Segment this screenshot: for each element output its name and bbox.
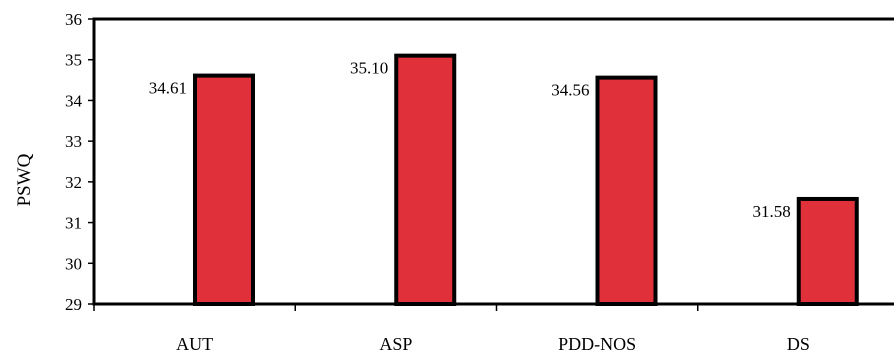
x-category-label: ASP [379,334,412,354]
bar [394,53,457,307]
data-label: 31.58 [753,202,791,221]
bars: 34.61 35.10 34.56 31.58 [149,53,859,307]
x-category-label: PDD-NOS [558,334,636,354]
y-axis-ticks: 29 30 31 32 33 34 35 36 [65,10,94,314]
x-category-label: AUT [176,334,213,354]
y-tick-label: 35 [65,51,82,70]
bar [193,73,255,307]
y-tick-label: 29 [65,295,82,314]
data-label: 34.61 [149,79,187,98]
plot-frame [92,17,894,306]
y-tick-label: 32 [65,173,82,192]
x-category-label: DS [787,334,810,354]
x-axis-ticks: AUT ASP PDD-NOS DS [93,304,810,354]
y-tick-label: 31 [65,214,82,233]
y-tick-label: 36 [65,10,82,29]
y-tick-label: 34 [65,91,83,110]
y-tick-label: 30 [65,254,82,273]
data-label: 34.56 [551,81,589,100]
y-axis-title: PSWQ [14,153,35,206]
bar [595,75,658,306]
bar [796,196,859,306]
data-label: 35.10 [350,59,388,78]
y-tick-label: 33 [65,132,82,151]
